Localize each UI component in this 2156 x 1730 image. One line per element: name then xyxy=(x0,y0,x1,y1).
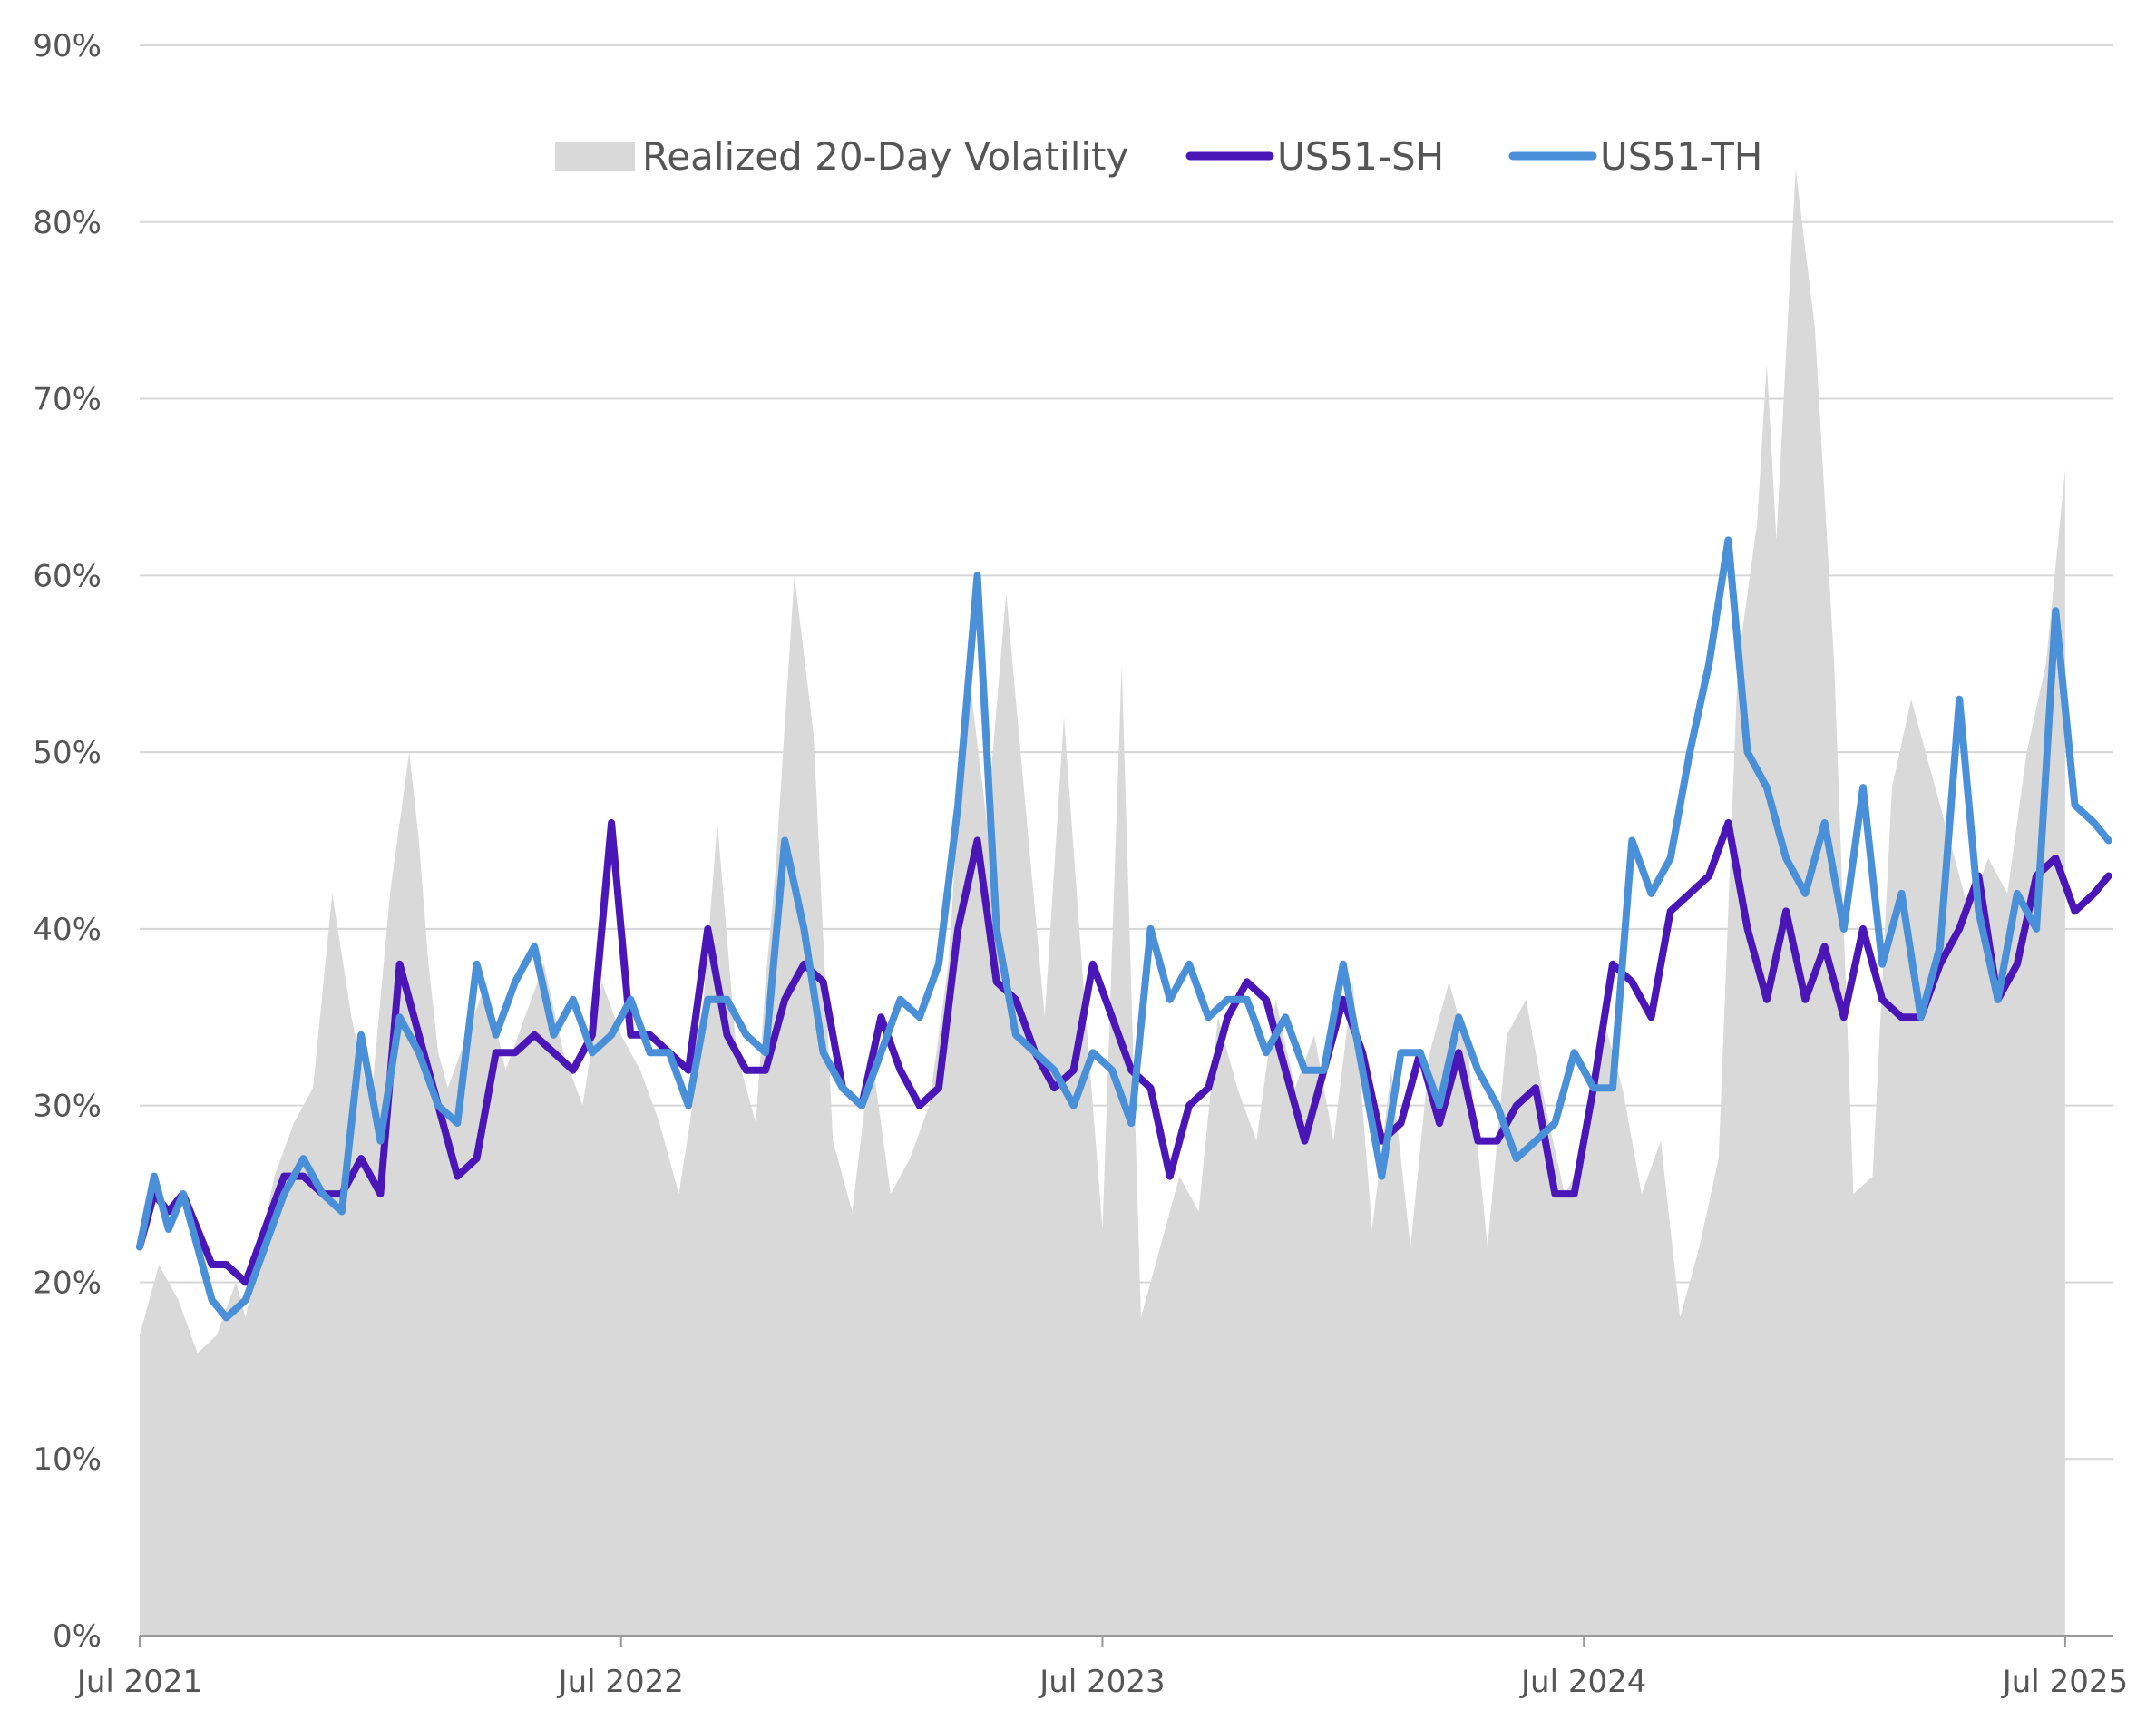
legend-label-us51-sh: US51-SH xyxy=(1277,134,1444,179)
x-tick-label: Jul 2023 xyxy=(1038,1664,1165,1700)
x-tick-label: Jul 2021 xyxy=(75,1664,202,1700)
legend: Realized 20-Day Volatility US51-SH US51-TH xyxy=(555,134,1762,179)
y-tick-label: 80% xyxy=(33,205,102,241)
us51-th-line xyxy=(136,536,2112,1322)
legend-label-us51-th: US51-TH xyxy=(1600,134,1762,179)
y-tick-label: 20% xyxy=(33,1265,102,1301)
us51-sh-line xyxy=(136,819,2112,1286)
y-tick-label: 90% xyxy=(33,28,102,64)
legend-swatch-realized-volatility xyxy=(555,142,635,171)
legend-label-realized-volatility: Realized 20-Day Volatility xyxy=(642,134,1128,179)
y-tick-label: 30% xyxy=(33,1089,102,1125)
y-tick-label: 40% xyxy=(33,912,102,948)
y-tick-label: 70% xyxy=(33,382,102,418)
x-tick-label: Jul 2025 xyxy=(2001,1664,2128,1700)
y-tick-label: 0% xyxy=(53,1618,102,1655)
x-tick-label: Jul 2024 xyxy=(1519,1664,1646,1700)
y-tick-label: 50% xyxy=(33,735,102,771)
realized-volatility-area-layer xyxy=(140,169,2065,1636)
y-tick-label: 10% xyxy=(33,1442,102,1478)
y-tick-label: 60% xyxy=(33,558,102,594)
axes: 0% 10% 20% 30% 40% 50% 60% 70% 80% 90% Jul 2021 Jul… xyxy=(33,28,2128,1700)
realized-volatility-area xyxy=(140,169,2065,1636)
x-tick-label: Jul 2022 xyxy=(557,1664,684,1700)
series-lines-layer xyxy=(136,536,2112,1322)
